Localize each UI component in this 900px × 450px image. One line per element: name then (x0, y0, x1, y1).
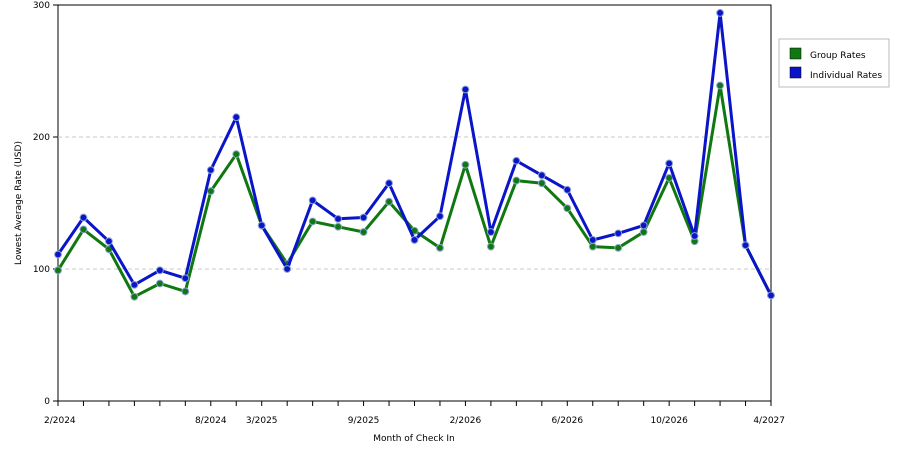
data-point-individual-rates (283, 265, 292, 273)
data-point-group-rates (385, 197, 393, 206)
data-point-individual-rates (181, 274, 190, 283)
data-point-group-rates (308, 217, 317, 226)
y-axis-label: Lowest Average Rate (USD) (14, 141, 24, 265)
data-point-group-rates (461, 160, 470, 169)
data-point-individual-rates (79, 213, 88, 222)
data-point-group-rates (155, 279, 164, 288)
y-tick-label: 200 (33, 133, 50, 143)
x-tick-label: 4/2027 (753, 416, 785, 426)
legend-swatch-individual-rates (789, 66, 802, 79)
x-tick-label: 2/2026 (450, 416, 482, 426)
data-point-individual-rates (155, 266, 164, 275)
data-point-individual-rates (512, 156, 521, 165)
x-tick-label: 3/2025 (246, 416, 278, 426)
data-point-individual-rates (716, 9, 724, 17)
x-axis-label: Month of Check In (373, 434, 455, 444)
data-point-individual-rates (410, 236, 419, 244)
data-point-group-rates (614, 243, 623, 252)
data-point-individual-rates (665, 159, 674, 168)
legend-swatch-group-rates (789, 47, 802, 60)
axes: 0 100 200 300 2/2024 8/2024 3/2025 9/2025 2/2026… (33, 1, 785, 426)
data-point-group-rates (232, 150, 241, 159)
data-point-individual-rates (436, 212, 444, 221)
data-point-individual-rates (563, 185, 572, 194)
data-point-individual-rates (105, 237, 113, 246)
data-point-individual-rates (639, 221, 648, 230)
series-layer (54, 9, 775, 301)
legend: Group Rates Individual Rates (778, 38, 890, 88)
data-point-group-rates (639, 228, 648, 236)
data-point-group-rates (181, 287, 190, 296)
data-point-individual-rates (54, 250, 62, 259)
data-point-individual-rates (461, 85, 470, 94)
x-tick-label: 2/2024 (44, 416, 76, 426)
legend-label-individual-rates: Individual Rates (810, 71, 882, 81)
legend-box (778, 38, 890, 88)
data-point-individual-rates (232, 113, 241, 122)
data-point-individual-rates (206, 166, 215, 174)
data-point-individual-rates (767, 291, 775, 300)
data-point-individual-rates (588, 236, 597, 244)
data-point-individual-rates (741, 241, 750, 250)
data-point-individual-rates (537, 171, 546, 180)
data-point-group-rates (334, 222, 343, 231)
data-point-group-rates (665, 174, 674, 182)
y-tick-label: 100 (33, 265, 50, 275)
data-point-individual-rates (486, 228, 495, 236)
data-point-group-rates (130, 292, 139, 301)
data-point-individual-rates (385, 179, 393, 188)
x-tick-label: 10/2026 (650, 416, 688, 426)
legend-label-group-rates: Group Rates (810, 51, 866, 61)
data-point-group-rates (588, 242, 597, 251)
data-point-group-rates (563, 204, 572, 213)
data-point-group-rates (486, 242, 495, 251)
y-tick-label: 300 (33, 1, 50, 11)
y-tick-label: 0 (44, 397, 50, 407)
data-point-group-rates (537, 179, 546, 188)
x-tick-label: 6/2026 (551, 416, 583, 426)
data-point-individual-rates (257, 221, 266, 230)
data-point-group-rates (436, 243, 444, 252)
data-point-individual-rates (614, 229, 623, 238)
data-point-individual-rates (690, 232, 699, 240)
data-point-individual-rates (130, 280, 139, 289)
data-point-individual-rates (334, 214, 343, 223)
x-tick-label: 8/2024 (195, 416, 227, 426)
data-point-individual-rates (308, 196, 317, 205)
data-point-group-rates (716, 81, 724, 90)
x-tick-label: 9/2025 (348, 416, 380, 426)
data-point-group-rates (54, 266, 62, 275)
plot-background (57, 4, 772, 402)
data-point-group-rates (206, 187, 215, 196)
data-point-group-rates (359, 228, 368, 236)
data-point-individual-rates (359, 213, 368, 222)
data-point-group-rates (79, 225, 88, 234)
data-point-group-rates (512, 176, 521, 185)
